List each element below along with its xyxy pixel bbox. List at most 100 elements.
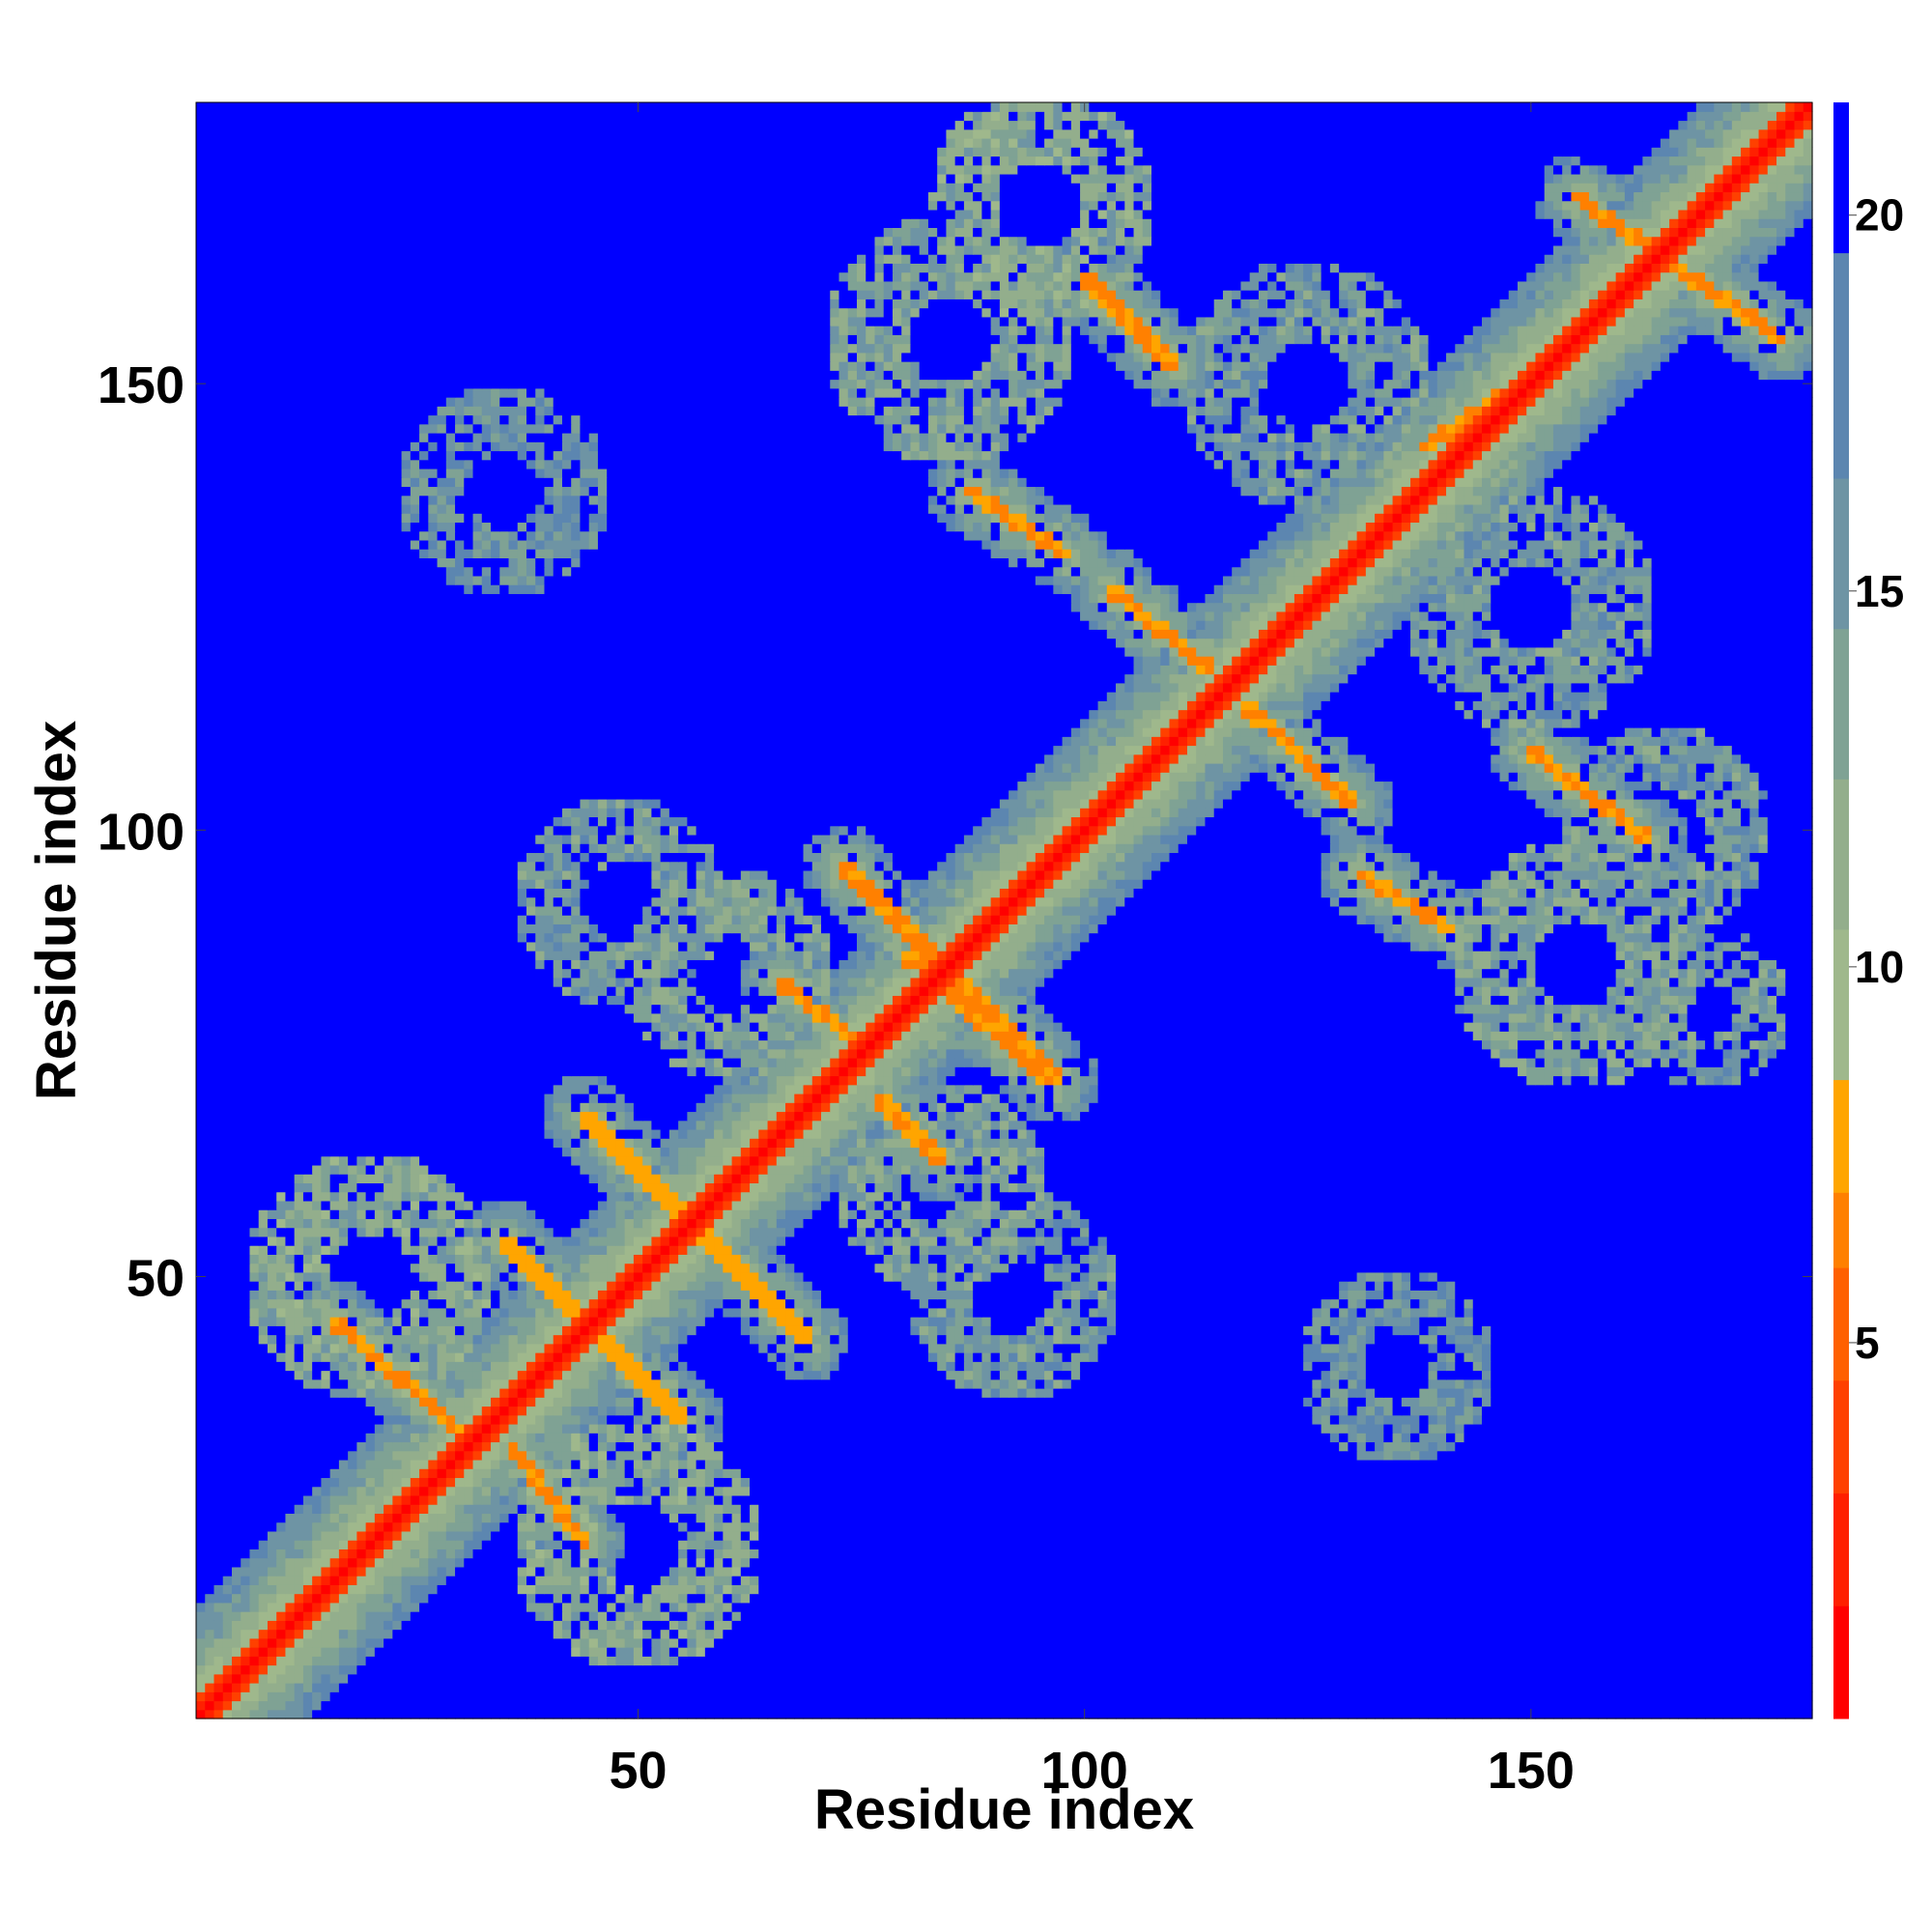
heatmap-cell — [392, 1495, 402, 1505]
heatmap-cell — [1259, 1522, 1268, 1532]
heatmap-cell — [1223, 1487, 1233, 1496]
heatmap-cell — [223, 1691, 233, 1701]
heatmap-cell — [991, 1513, 1001, 1522]
heatmap-cell — [1473, 1691, 1483, 1701]
heatmap-cell — [1321, 1477, 1331, 1487]
heatmap-cell — [857, 1548, 867, 1558]
heatmap-cell — [1063, 1647, 1072, 1657]
heatmap-cell — [1375, 1630, 1384, 1639]
heatmap-cell — [669, 1630, 679, 1639]
heatmap-cell — [1143, 1620, 1152, 1630]
heatmap-cell — [1348, 1548, 1357, 1558]
heatmap-cell — [625, 1567, 635, 1577]
heatmap-cell — [1151, 1477, 1161, 1487]
heatmap-cell — [446, 1513, 456, 1522]
heatmap-cell — [1402, 1522, 1411, 1532]
heatmap-cell — [1259, 1638, 1268, 1648]
heatmap-cell — [589, 1701, 599, 1711]
heatmap-cell — [1375, 1584, 1384, 1594]
heatmap-cell — [1036, 1620, 1045, 1630]
heatmap-cell — [768, 1611, 778, 1621]
heatmap-cell — [1036, 1513, 1045, 1522]
heatmap-cell — [1053, 1504, 1063, 1514]
heatmap-cell — [1179, 1594, 1188, 1604]
heatmap-cell — [1124, 1611, 1134, 1621]
heatmap-cell — [732, 1710, 742, 1719]
heatmap-cell — [1606, 1603, 1616, 1612]
heatmap-cell — [848, 1584, 858, 1594]
heatmap-cell — [794, 1540, 804, 1549]
heatmap-cell — [625, 1540, 635, 1549]
heatmap-cell — [464, 1620, 473, 1630]
heatmap-cell — [205, 1683, 214, 1692]
heatmap-cell — [625, 1603, 635, 1612]
heatmap-cell — [1267, 1513, 1277, 1522]
heatmap-cell — [1000, 1522, 1009, 1532]
heatmap-cell — [438, 1656, 447, 1665]
heatmap-cell — [669, 1665, 679, 1675]
heatmap-cell — [1107, 1477, 1117, 1487]
heatmap-cell — [1143, 1710, 1152, 1719]
heatmap-cell — [812, 1656, 822, 1665]
heatmap-cell — [241, 1701, 250, 1711]
heatmap-cell — [1509, 1487, 1519, 1496]
heatmap-cell — [1652, 1477, 1662, 1487]
heatmap-cell — [1562, 1576, 1572, 1585]
heatmap-cell — [874, 1594, 884, 1604]
heatmap-cell — [705, 1477, 715, 1487]
heatmap-cell — [714, 1584, 724, 1594]
heatmap-cell — [732, 1656, 742, 1665]
heatmap-cell — [1383, 1522, 1393, 1532]
heatmap-cell — [661, 1567, 670, 1577]
heatmap-cell — [1795, 1477, 1804, 1487]
heatmap-cell — [723, 1594, 732, 1604]
heatmap-cell — [651, 1674, 661, 1684]
heatmap-cell — [1776, 1710, 1786, 1719]
heatmap-cell — [1312, 1620, 1321, 1630]
heatmap-cell — [268, 1611, 277, 1621]
heatmap-cell — [384, 1701, 393, 1711]
heatmap-cell — [1348, 1495, 1357, 1505]
heatmap-cell — [499, 1665, 509, 1675]
heatmap-cell — [1053, 1630, 1063, 1639]
heatmap-cell — [535, 1540, 545, 1549]
heatmap-cell — [1518, 1477, 1527, 1487]
heatmap-cell — [339, 1513, 349, 1522]
heatmap-cell — [348, 1576, 357, 1585]
heatmap-cell — [615, 1576, 625, 1585]
heatmap-cell — [1678, 1683, 1688, 1692]
heatmap-cell — [499, 1701, 509, 1711]
heatmap-cell — [276, 1487, 286, 1496]
heatmap-cell — [964, 1558, 974, 1568]
heatmap-cell — [1383, 1691, 1393, 1701]
heatmap-cell — [356, 1468, 366, 1478]
heatmap-cell — [901, 1620, 911, 1630]
heatmap-cell — [366, 1522, 376, 1532]
heatmap-cell — [1267, 1603, 1277, 1612]
heatmap-cell — [661, 1504, 670, 1514]
heatmap-cell — [750, 1504, 759, 1514]
heatmap-cell — [419, 1710, 429, 1719]
heatmap-cell — [1348, 1674, 1357, 1684]
heatmap-cell — [1723, 1558, 1733, 1568]
heatmap-cell — [1303, 1495, 1313, 1505]
heatmap-cell — [1276, 1620, 1286, 1630]
heatmap-cell — [1652, 1540, 1662, 1549]
heatmap-cell — [758, 1558, 768, 1568]
heatmap-cell — [642, 1594, 652, 1604]
heatmap-cell — [1402, 1611, 1411, 1621]
heatmap-cell — [491, 1513, 500, 1522]
heatmap-cell — [1170, 1620, 1179, 1630]
heatmap-cell — [1276, 1548, 1286, 1558]
heatmap-cell — [1509, 1701, 1519, 1711]
heatmap-cell — [1089, 1611, 1098, 1621]
heatmap-cell — [1393, 1710, 1403, 1719]
heatmap-cell — [964, 1656, 974, 1665]
heatmap-cell — [554, 1683, 563, 1692]
heatmap-cell — [1768, 1638, 1777, 1648]
heatmap-cell — [928, 1620, 938, 1630]
heatmap-cell — [1553, 1630, 1563, 1639]
heatmap-cell — [1419, 1504, 1429, 1514]
heatmap-cell — [411, 1594, 420, 1604]
heatmap-cell — [446, 1531, 456, 1541]
